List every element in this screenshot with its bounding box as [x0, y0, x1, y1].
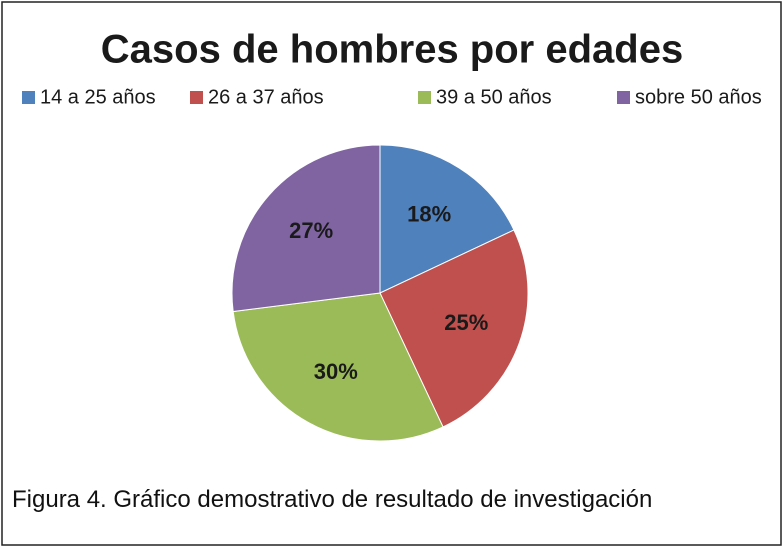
- legend-label: 39 a 50 años: [436, 86, 552, 108]
- pie-slice: [379, 144, 515, 294]
- legend-label: 26 a 37 años: [208, 86, 324, 108]
- data-label: 27%: [289, 218, 333, 243]
- data-label: 18%: [407, 201, 451, 226]
- pie-slice: [231, 144, 381, 313]
- legend-swatch: [617, 91, 630, 104]
- pie-slice: [379, 229, 529, 428]
- caption: Figura 4. Gráfico demostrativo de result…: [12, 486, 653, 513]
- data-label: 25%: [444, 310, 488, 335]
- legend-swatch: [418, 91, 431, 104]
- legend-label: 14 a 25 años: [40, 86, 156, 108]
- legend-swatch: [22, 91, 35, 104]
- legend-swatch: [190, 91, 203, 104]
- legend-label: sobre 50 años: [635, 86, 762, 108]
- data-label: 30%: [314, 359, 358, 384]
- pie-slice: [232, 292, 444, 442]
- chart-title: Casos de hombres por edades: [101, 28, 683, 72]
